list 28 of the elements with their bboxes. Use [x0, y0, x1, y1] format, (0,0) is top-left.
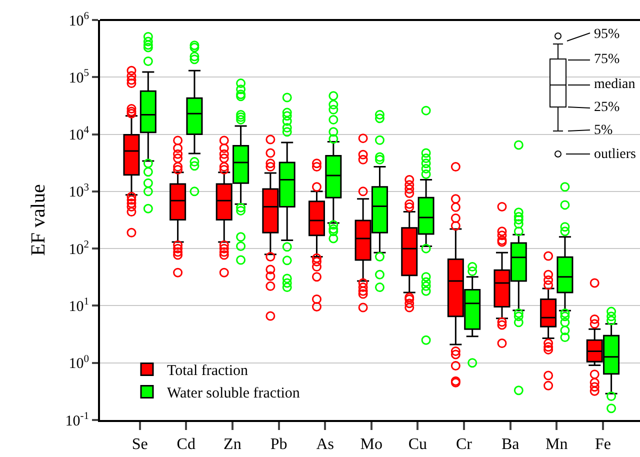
x-tick-label: Cd — [176, 436, 196, 454]
x-tick-label: Se — [132, 436, 148, 454]
y-tick-label: 10$^{1}$ — [68, 296, 89, 315]
y-tick-label: 10$^{5}$ — [68, 68, 89, 86]
x-tick-label: Ba — [501, 436, 520, 454]
y-tick-label: 10$^{0}$ — [68, 354, 89, 372]
y-tick-label: 10$^{-1}$ — [65, 410, 89, 430]
annotation: outliers — [594, 147, 636, 162]
annotation: 95% — [594, 27, 620, 42]
annotation: 25% — [594, 100, 620, 115]
x-tick-label: Zn — [224, 436, 242, 454]
x-tick-label: Mo — [360, 436, 383, 454]
annotation: median — [594, 77, 636, 92]
annotation: 75% — [594, 52, 620, 67]
x-tick-label: Mn — [546, 436, 568, 454]
y-tick-label: 10$^{3}$ — [68, 182, 89, 201]
x-tick-label: Cu — [408, 436, 428, 454]
annotation: 5% — [594, 123, 613, 138]
x-tick-label: As — [316, 436, 334, 454]
legend-label: Total fraction — [167, 363, 248, 380]
x-tick-label: Fe — [594, 436, 611, 454]
x-tick-label: Cr — [456, 436, 473, 454]
legend-label: Water soluble fraction — [167, 386, 300, 402]
x-tick-label: Pb — [270, 436, 288, 454]
y-tick-label: 10$^{6}$ — [68, 10, 89, 30]
y-tick-label: 10$^{4}$ — [68, 125, 90, 144]
y-axis-title: EF value — [27, 184, 50, 256]
y-tick-label: 10$^{2}$ — [68, 240, 89, 258]
